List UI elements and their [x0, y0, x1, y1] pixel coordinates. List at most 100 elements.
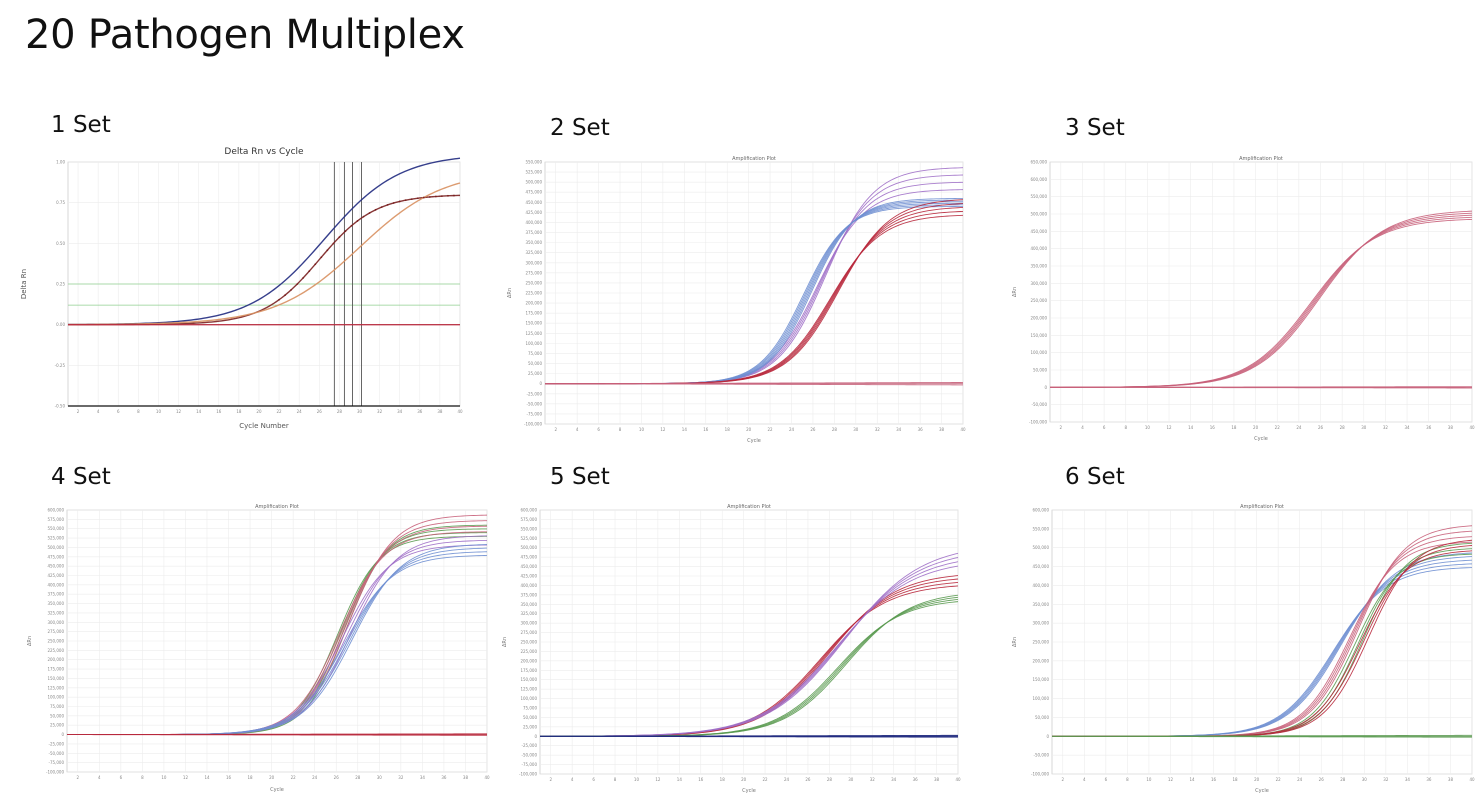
y-tick-label: 325,000: [47, 610, 64, 615]
x-tick-label: 22: [763, 777, 769, 782]
y-tick-label: 175,000: [525, 311, 542, 316]
x-tick-label: 38: [437, 409, 443, 414]
x-tick-label: 6: [1103, 425, 1106, 430]
data-point: [368, 212, 371, 214]
y-tick-label: 0.25: [56, 282, 65, 287]
x-axis-label: Cycle: [747, 438, 761, 444]
y-tick-label: 0.00: [56, 322, 65, 327]
amplification-chart-5: 2 4 6 8 10 12 14 16 18 20 22 24 26 28 30 32 34 36 38 40-100…: [502, 504, 961, 794]
x-tick-label: 32: [1383, 425, 1389, 430]
y-tick-label: 250,000: [1032, 640, 1049, 645]
y-tick-label: 450,000: [1032, 564, 1049, 569]
x-tick-label: 4: [1083, 777, 1086, 782]
x-tick-label: 38: [1448, 425, 1454, 430]
x-tick-label: 26: [1318, 425, 1324, 430]
y-tick-label: 0.75: [56, 200, 65, 205]
y-tick-label: 550,000: [520, 526, 537, 531]
panel-label-3: 3 Set: [1065, 115, 1125, 141]
x-tick-label: 12: [176, 409, 182, 414]
x-tick-label: 40: [484, 775, 490, 780]
x-tick-label: 34: [420, 775, 426, 780]
y-tick-label: 150,000: [1030, 333, 1047, 338]
y-tick-label: 150,000: [1032, 677, 1049, 682]
chart-4: 2 4 6 8 10 12 14 16 18 20 22 24 26 28 30 32 34 36 38 40 -100…: [25, 500, 490, 797]
y-tick-label: 350,000: [1030, 264, 1047, 269]
x-tick-label: 22: [768, 427, 774, 432]
data-point: [392, 202, 395, 204]
x-tick-label: 26: [1319, 777, 1325, 782]
x-tick-label: 18: [236, 409, 242, 414]
series-line: [67, 733, 488, 736]
y-tick-label: 350,000: [47, 601, 64, 606]
y-tick-label: 75,000: [523, 706, 537, 711]
y-tick-label: 550,000: [525, 160, 542, 165]
data-point: [308, 270, 311, 273]
y-tick-label: -50,000: [522, 753, 538, 758]
x-tick-label: 18: [248, 775, 254, 780]
y-tick-label: 100,000: [1032, 696, 1049, 701]
x-tick-label: 32: [377, 409, 383, 414]
y-axis-label: ΔRn: [507, 288, 513, 298]
data-point: [374, 208, 377, 211]
y-tick-label: -50,000: [49, 751, 65, 756]
x-tick-label: 36: [918, 427, 924, 432]
x-tick-label: 2: [1061, 777, 1064, 782]
x-tick-label: 14: [1188, 425, 1194, 430]
x-tick-label: 6: [120, 775, 123, 780]
x-axis-label: Cycle: [1254, 436, 1268, 442]
x-tick-label: 2: [76, 775, 79, 780]
x-tick-label: 8: [1126, 777, 1129, 782]
y-tick-label: -100,000: [1031, 772, 1049, 777]
y-tick-label: 425,000: [520, 574, 537, 579]
y-tick-label: 250,000: [1030, 298, 1047, 303]
x-tick-label: 2: [77, 409, 80, 414]
x-tick-label: 32: [1383, 777, 1389, 782]
x-tick-label: 16: [1210, 425, 1216, 430]
y-tick-label: 475,000: [525, 190, 542, 195]
y-tick-label: 400,000: [525, 220, 542, 225]
chart-1: 2 4 6 8 10 12 14 16 18 20 22 24 26 28 30 32 34 36 38 40 -0.5…: [20, 140, 472, 432]
x-tick-label: 32: [398, 775, 404, 780]
x-tick-label: 12: [183, 775, 189, 780]
x-tick-label: 30: [853, 427, 859, 432]
x-tick-label: 26: [805, 777, 811, 782]
x-tick-label: 8: [619, 427, 622, 432]
y-tick-label: 350,000: [520, 602, 537, 607]
chart-title: Amplification Plot: [1240, 504, 1284, 510]
x-tick-label: 4: [576, 427, 579, 432]
x-tick-label: 4: [1081, 425, 1084, 430]
x-tick-label: 6: [1105, 777, 1108, 782]
x-tick-label: 18: [725, 427, 731, 432]
x-tick-label: 38: [463, 775, 469, 780]
x-tick-label: 28: [832, 427, 838, 432]
y-tick-label: 200,000: [1030, 316, 1047, 321]
x-tick-label: 8: [141, 775, 144, 780]
data-point: [314, 263, 317, 266]
x-tick-label: 8: [614, 777, 617, 782]
y-tick-label: 350,000: [1032, 602, 1049, 607]
y-tick-label: 225,000: [47, 648, 64, 653]
data-point: [326, 249, 329, 252]
y-tick-label: 50,000: [1035, 715, 1049, 720]
y-tick-label: 300,000: [520, 621, 537, 626]
x-tick-label: 10: [161, 775, 167, 780]
y-tick-label: 575,000: [520, 517, 537, 522]
x-tick-label: 34: [1405, 425, 1411, 430]
y-tick-label: 450,000: [520, 564, 537, 569]
amplification-chart-1: 2 4 6 8 10 12 14 16 18 20 22 24 26 28 30 32 34 36 38 40-0.5…: [20, 147, 463, 430]
data-point: [338, 236, 341, 239]
x-tick-label: 2: [1060, 425, 1063, 430]
y-axis-label: Delta Rn: [20, 269, 28, 299]
data-point: [332, 242, 335, 245]
x-axis-label: Cycle: [742, 788, 756, 794]
y-tick-label: 200,000: [47, 657, 64, 662]
y-tick-label: 525,000: [520, 536, 537, 541]
x-tick-label: 14: [196, 409, 202, 414]
x-tick-label: 4: [98, 775, 101, 780]
x-tick-label: 28: [827, 777, 833, 782]
y-tick-label: 525,000: [525, 170, 542, 175]
x-tick-label: 34: [397, 409, 403, 414]
x-axis-label: Cycle Number: [239, 422, 289, 430]
y-tick-label: 100,000: [1030, 350, 1047, 355]
y-tick-label: 275,000: [525, 270, 542, 275]
